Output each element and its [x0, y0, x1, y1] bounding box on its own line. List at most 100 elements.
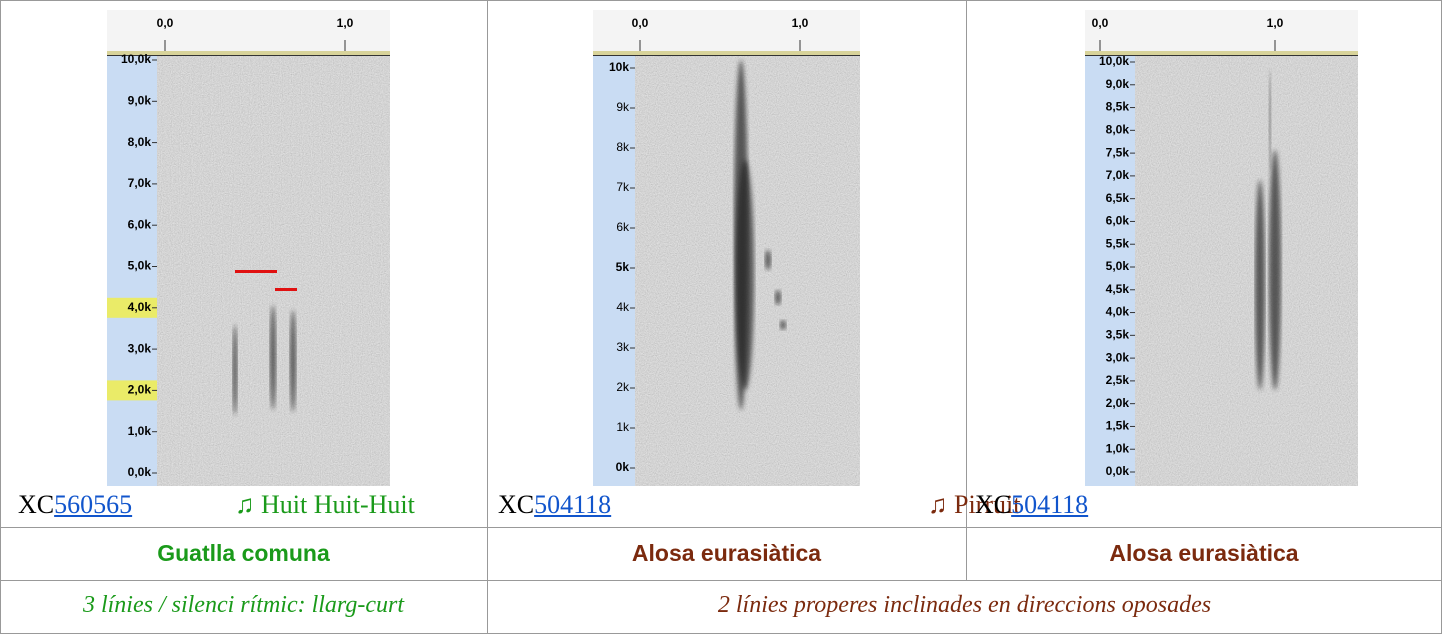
freq-label: 5,0k [1106, 259, 1130, 273]
freq-label: 0k [616, 460, 630, 474]
freq-label: 5k [616, 260, 630, 274]
source-link[interactable]: 560565 [54, 490, 133, 519]
freq-label: 8,0k [128, 135, 152, 149]
source-link[interactable]: 504118 [1011, 490, 1089, 519]
species-name: Guatlla comuna [157, 540, 330, 566]
description: 3 línies / silenci rítmic: llarg-curt [82, 592, 405, 618]
time-label: 1,0 [792, 16, 809, 30]
freq-label: 7,0k [1106, 168, 1130, 182]
source-prefix: XC [498, 490, 535, 519]
call-trace [1255, 180, 1265, 390]
spectrum [1135, 56, 1358, 486]
ruler-line [107, 51, 390, 55]
song-label: ♫ Huit Huit-Huit [235, 490, 415, 519]
freq-label: 6k [616, 220, 630, 234]
freq-label: 10,0k [121, 52, 151, 66]
freq-label: 1k [616, 420, 630, 434]
axis-panel [1085, 56, 1135, 486]
freq-label: 4,0k [1106, 305, 1130, 319]
ruler [593, 10, 860, 52]
call-trace [270, 305, 276, 410]
freq-label: 2,0k [1106, 396, 1130, 410]
axis-panel [593, 56, 635, 486]
time-label: 0,0 [1092, 16, 1109, 30]
freq-label: 5,0k [128, 259, 152, 273]
freq-label: 4k [616, 300, 630, 314]
freq-label: 2k [616, 380, 630, 394]
source-caption: XC504118 [498, 490, 611, 520]
freq-label: 9,0k [1106, 77, 1130, 91]
freq-label: 8k [616, 140, 630, 154]
freq-label: 1,5k [1106, 419, 1130, 433]
call-trace [290, 310, 296, 412]
song-label: ♫ Pirruit [928, 490, 1021, 519]
description: 2 línies properes inclinades en direccio… [717, 592, 1212, 618]
freq-label: 2,5k [1106, 373, 1130, 387]
freq-label: 6,0k [128, 217, 152, 231]
freq-label: 3k [616, 340, 630, 354]
source-link[interactable]: 504118 [534, 490, 612, 519]
source-prefix: XC [18, 490, 55, 519]
ruler-line [593, 55, 860, 57]
freq-label: 10,0k [1099, 54, 1129, 68]
spectrogram: 0,0 1,0 10,0k 9,0k 8,0k 7,0k 6,0k 5,0k 4,0k 3,0k 2… [107, 10, 390, 486]
freq-label: 3,0k [128, 341, 152, 355]
call-trace [736, 160, 754, 390]
freq-label: 2,0k [128, 383, 152, 397]
freq-label: 1,0k [128, 424, 152, 438]
freq-label: 4,5k [1106, 282, 1130, 296]
call-trace [1269, 70, 1271, 170]
species-name: Alosa eurasiàtica [1109, 540, 1299, 566]
freq-label: 10k [609, 60, 629, 74]
freq-label: 5,5k [1106, 236, 1130, 250]
freq-label: 6,5k [1106, 191, 1130, 205]
border [0, 580, 1442, 581]
freq-label: 3,5k [1106, 328, 1130, 342]
freq-label: 9k [616, 100, 630, 114]
source-prefix: XC [975, 490, 1012, 519]
highlight [107, 380, 157, 401]
highlight [107, 297, 157, 318]
freq-label: 7,5k [1106, 145, 1130, 159]
freq-label: 0,0k [128, 465, 152, 479]
freq-label: 7k [616, 180, 630, 194]
freq-label: 4,0k [128, 300, 152, 314]
source-caption: XC560565 [18, 490, 132, 520]
freq-label: 9,0k [128, 93, 152, 107]
call-trace [1269, 150, 1281, 390]
call-trace [775, 290, 781, 305]
freq-label: 3,0k [1106, 350, 1130, 364]
border [966, 0, 967, 580]
time-label: 1,0 [337, 16, 354, 30]
call-trace [232, 325, 238, 415]
annotation-line [235, 270, 277, 273]
ruler-line [107, 55, 390, 57]
spectrum-tint [1135, 56, 1358, 486]
spectrogram: 0,0 1,0 10,0k 9,0k 8,5k 8,0k 7,5k 7,0k 6,5k 6,0k 5… [1085, 10, 1358, 486]
call-trace [765, 250, 771, 270]
border [0, 0, 1442, 1]
border [0, 0, 1, 634]
annotation-line [275, 288, 297, 291]
freq-label: 1,0k [1106, 441, 1130, 455]
freq-label: 7,0k [128, 176, 152, 190]
border [487, 0, 488, 634]
axis-panel [107, 56, 157, 486]
ruler-line [593, 51, 860, 55]
ruler [107, 10, 390, 52]
freq-label: 0,0k [1106, 464, 1130, 478]
freq-label: 6,0k [1106, 214, 1130, 228]
freq-label: 8,0k [1106, 123, 1130, 137]
spectrogram: 0,0 1,0 10k 9k 8k 7k 6k 5k 4k 3k 2k 1k 0k [593, 10, 860, 486]
freq-label: 8,5k [1106, 100, 1130, 114]
ruler [1085, 10, 1358, 52]
source-caption: XC504118 [975, 490, 1088, 520]
ruler-line [1085, 51, 1358, 55]
time-label: 0,0 [632, 16, 649, 30]
border [0, 527, 1442, 528]
ruler-line [1085, 55, 1358, 57]
time-label: 0,0 [157, 16, 174, 30]
species-name: Alosa eurasiàtica [631, 540, 822, 566]
time-label: 1,0 [1267, 16, 1284, 30]
